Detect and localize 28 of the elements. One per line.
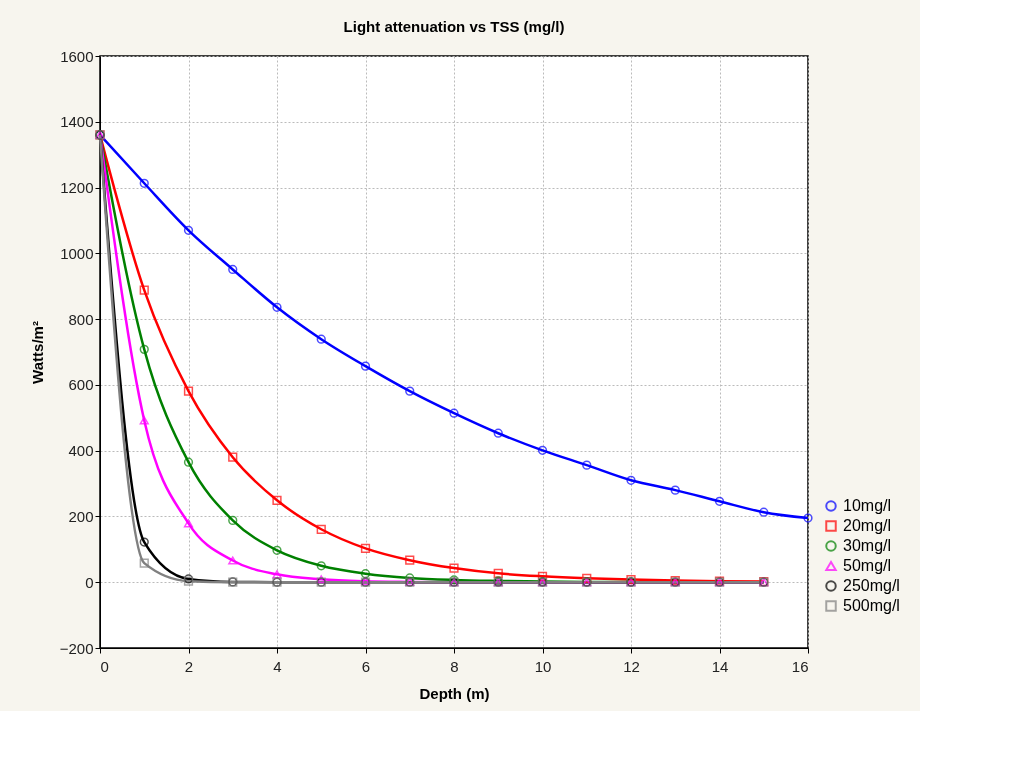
y-tick-label: −200 <box>59 639 94 657</box>
y-tick-label: 1400 <box>60 113 94 131</box>
x-tick-label: 16 <box>791 657 809 675</box>
chart-title: Light attenuation vs TSS (mg/l) <box>343 18 565 35</box>
y-tick-label: 400 <box>68 442 94 460</box>
y-tick-label: 200 <box>68 507 94 525</box>
legend-label: 10mg/l <box>843 497 892 514</box>
y-tick-label: 1200 <box>60 179 94 197</box>
x-axis-title: Depth (m) <box>419 684 490 702</box>
x-tick-label: 10 <box>534 657 552 675</box>
x-tick-label: 4 <box>273 657 282 675</box>
y-axis-title: Watts/m² <box>28 321 46 384</box>
x-tick-label: 8 <box>450 657 459 675</box>
x-tick-label: 0 <box>100 657 109 675</box>
y-tick-label: 0 <box>85 573 94 591</box>
y-tick-label: 800 <box>68 310 94 328</box>
y-tick-label: 600 <box>68 376 94 394</box>
legend-label: 250mg/l <box>843 577 900 594</box>
x-tick-label: 14 <box>711 657 729 675</box>
x-tick-label: 2 <box>184 657 194 675</box>
legend-label: 30mg/l <box>843 537 892 554</box>
x-tick-label: 6 <box>361 657 371 675</box>
y-tick-label: 1000 <box>60 244 94 262</box>
x-tick-label: 12 <box>623 657 640 675</box>
legend-label: 20mg/l <box>843 517 892 534</box>
legend-label: 500mg/l <box>843 597 900 614</box>
legend-label: 50mg/l <box>843 557 892 574</box>
y-tick-label: 1600 <box>60 47 94 65</box>
